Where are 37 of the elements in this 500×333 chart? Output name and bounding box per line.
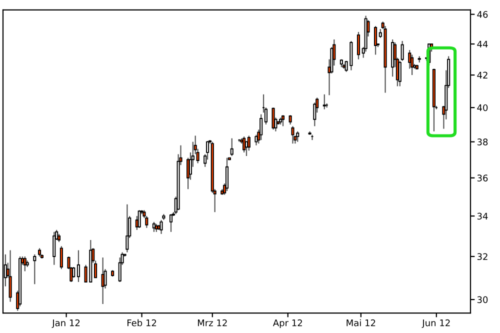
candlestick bbox=[160, 219, 163, 234]
y-tick-label: 38 bbox=[477, 138, 488, 146]
y-tick-label: 44 bbox=[477, 40, 488, 48]
candlestick bbox=[242, 136, 246, 153]
y-tick-label: 32 bbox=[477, 253, 488, 260]
candlestick bbox=[52, 231, 56, 266]
candlestick bbox=[398, 60, 402, 87]
candlestick bbox=[356, 31, 360, 60]
candlestick bbox=[169, 214, 173, 232]
candlestick bbox=[118, 256, 122, 283]
x-tick-label: Jan 12 bbox=[52, 319, 80, 328]
candlestick bbox=[72, 266, 76, 278]
candlestick bbox=[152, 221, 156, 232]
x-tick-label: Mrz 12 bbox=[198, 319, 227, 326]
y-tick-label: 40 bbox=[477, 104, 488, 112]
x-tick-label: Feb 12 bbox=[128, 319, 156, 326]
y-tick-label: 30 bbox=[477, 296, 488, 304]
candlestick bbox=[260, 114, 263, 141]
candlestick bbox=[410, 54, 414, 76]
y-tick-label: 46 bbox=[477, 11, 488, 18]
candlestick bbox=[60, 246, 63, 270]
candlestick bbox=[76, 250, 80, 283]
y-tick-label: 42 bbox=[477, 72, 488, 78]
candlestick bbox=[288, 114, 292, 126]
x-tick-label: Mai 12 bbox=[346, 319, 376, 326]
candlestick bbox=[374, 25, 378, 56]
candlestick bbox=[400, 40, 404, 62]
y-tick-label: 34 bbox=[477, 212, 488, 220]
candlestick bbox=[23, 256, 26, 272]
candlestick bbox=[322, 94, 326, 110]
candlestick bbox=[8, 250, 12, 302]
candlestick bbox=[230, 138, 234, 157]
candlestick bbox=[33, 254, 36, 285]
x-tick-label: Jun 12 bbox=[422, 319, 450, 328]
candlestick bbox=[126, 204, 129, 253]
y-tick-label: 36 bbox=[477, 174, 488, 182]
x-tick-label: Apr 12 bbox=[272, 319, 302, 328]
